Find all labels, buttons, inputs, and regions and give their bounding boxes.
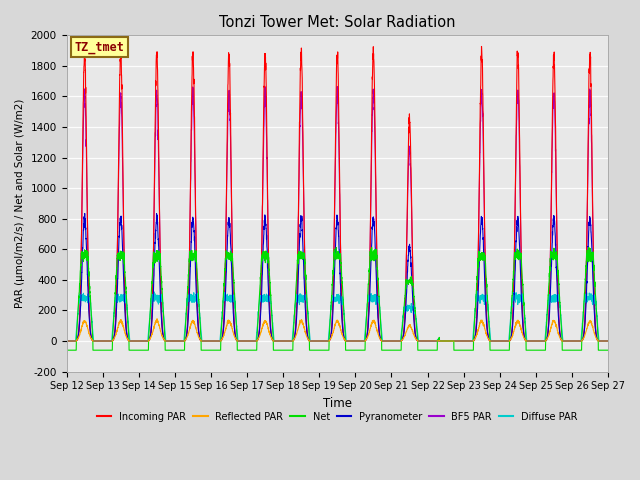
Reflected PAR: [490, 338, 497, 344]
Net: [63, 348, 70, 353]
Line: Pyranometer: Pyranometer: [67, 214, 608, 341]
BF5 PAR: [160, 336, 168, 341]
Net: [317, 348, 324, 353]
Diffuse PAR: [604, 338, 611, 344]
Diffuse PAR: [429, 338, 436, 344]
Net: [368, 244, 376, 250]
Line: BF5 PAR: BF5 PAR: [67, 86, 608, 341]
Reflected PAR: [153, 316, 161, 322]
Text: TZ_tmet: TZ_tmet: [75, 41, 125, 54]
BF5 PAR: [317, 338, 324, 344]
Line: Net: Net: [67, 247, 608, 350]
Incoming PAR: [604, 338, 612, 344]
BF5 PAR: [490, 338, 497, 344]
Pyranometer: [459, 338, 467, 344]
Diffuse PAR: [160, 314, 168, 320]
Pyranometer: [81, 211, 88, 216]
Line: Diffuse PAR: Diffuse PAR: [67, 291, 608, 341]
Incoming PAR: [63, 338, 70, 344]
Legend: Incoming PAR, Reflected PAR, Net, Pyranometer, BF5 PAR, Diffuse PAR: Incoming PAR, Reflected PAR, Net, Pyrano…: [93, 408, 582, 426]
Net: [160, 318, 168, 324]
Pyranometer: [604, 338, 612, 344]
Diffuse PAR: [317, 338, 324, 344]
Incoming PAR: [429, 338, 436, 344]
Reflected PAR: [429, 338, 436, 344]
Line: Reflected PAR: Reflected PAR: [67, 319, 608, 341]
Reflected PAR: [160, 336, 168, 342]
BF5 PAR: [333, 84, 341, 89]
Reflected PAR: [604, 338, 611, 344]
Diffuse PAR: [63, 338, 70, 344]
Pyranometer: [429, 338, 436, 344]
Line: Incoming PAR: Incoming PAR: [67, 47, 608, 341]
Pyranometer: [63, 338, 70, 344]
Net: [429, 348, 436, 353]
Reflected PAR: [317, 338, 325, 344]
BF5 PAR: [459, 338, 467, 344]
Incoming PAR: [459, 338, 467, 344]
Reflected PAR: [604, 338, 612, 344]
Pyranometer: [317, 338, 325, 344]
Net: [490, 348, 497, 353]
Incoming PAR: [160, 336, 168, 342]
BF5 PAR: [63, 338, 70, 344]
Reflected PAR: [63, 338, 70, 344]
Y-axis label: PAR (μmol/m2/s) / Net and Solar (W/m2): PAR (μmol/m2/s) / Net and Solar (W/m2): [15, 99, 25, 308]
Pyranometer: [160, 336, 168, 342]
Pyranometer: [604, 338, 611, 344]
Reflected PAR: [459, 338, 467, 344]
Incoming PAR: [477, 44, 485, 49]
BF5 PAR: [604, 338, 612, 344]
BF5 PAR: [604, 338, 611, 344]
Net: [604, 348, 612, 353]
Incoming PAR: [317, 338, 324, 344]
Diffuse PAR: [490, 338, 497, 344]
Net: [459, 348, 467, 353]
BF5 PAR: [429, 338, 436, 344]
Diffuse PAR: [459, 338, 467, 344]
Diffuse PAR: [604, 338, 612, 344]
Net: [604, 348, 611, 353]
Incoming PAR: [604, 338, 611, 344]
Incoming PAR: [490, 338, 497, 344]
Title: Tonzi Tower Met: Solar Radiation: Tonzi Tower Met: Solar Radiation: [219, 15, 456, 30]
X-axis label: Time: Time: [323, 397, 352, 410]
Diffuse PAR: [474, 288, 481, 294]
Pyranometer: [490, 338, 497, 344]
